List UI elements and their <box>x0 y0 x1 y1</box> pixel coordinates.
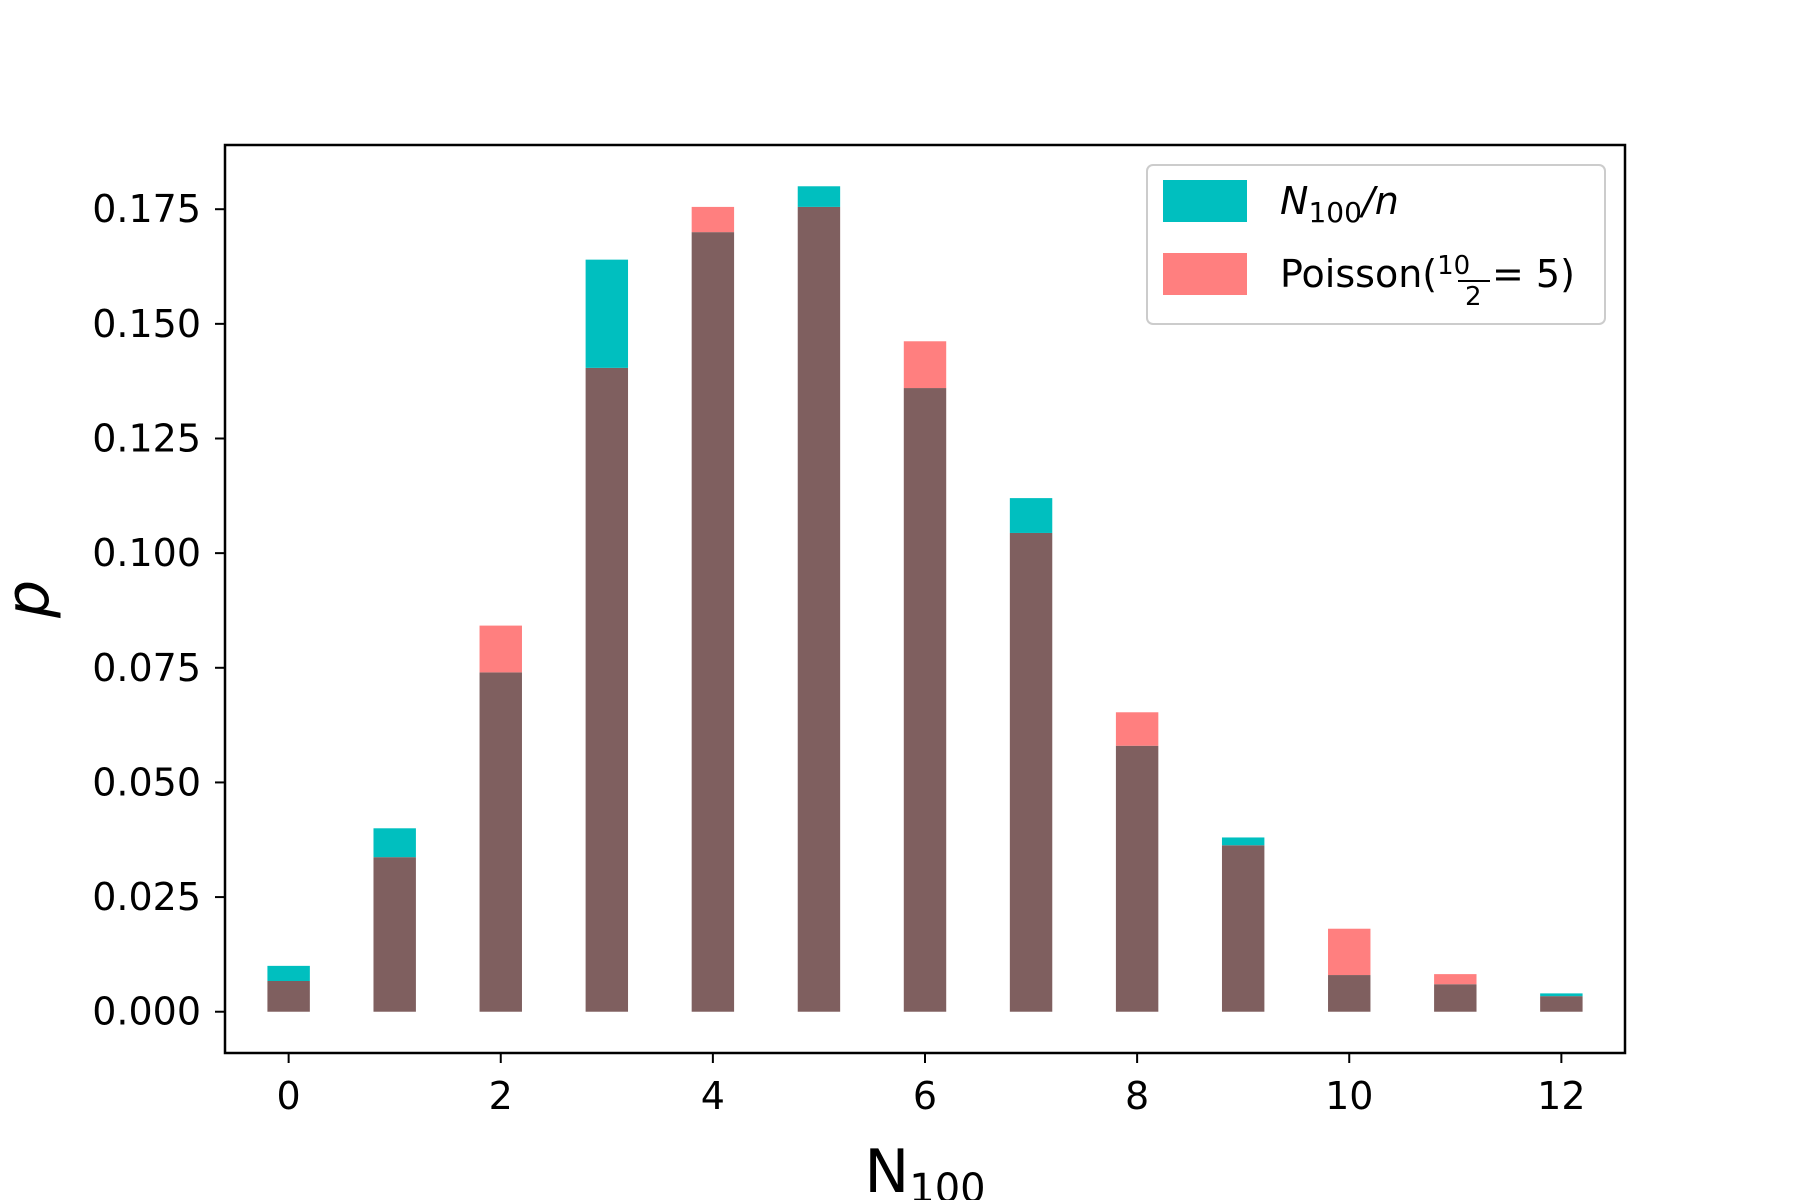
bar-empirical-excess <box>267 965 310 982</box>
bar-overlap <box>1009 532 1053 1012</box>
y-axis-label: p <box>0 580 63 619</box>
y-tick-label: 0.150 <box>92 302 201 346</box>
x-tick-label: 12 <box>1537 1074 1585 1118</box>
x-axis-label: N100 <box>864 1137 985 1200</box>
bar-empirical-excess <box>1540 993 1583 997</box>
bar-poisson-excess <box>1434 974 1477 985</box>
bar-poisson-excess <box>1328 928 1371 976</box>
x-tick-label: 6 <box>913 1074 937 1118</box>
bar-overlap <box>691 232 735 1012</box>
bar-overlap <box>1540 996 1583 1012</box>
y-tick-label: 0.100 <box>92 531 201 575</box>
legend-swatch-empirical <box>1163 180 1247 222</box>
bar-overlap <box>373 857 416 1012</box>
legend-swatch-poisson <box>1163 253 1247 295</box>
bar-empirical-excess <box>797 186 841 207</box>
y-tick-label: 0.050 <box>92 760 201 804</box>
bar-overlap <box>267 981 310 1012</box>
y-tick-label: 0.000 <box>92 990 201 1034</box>
x-tick-label: 0 <box>277 1074 301 1118</box>
bar-overlap <box>1115 745 1159 1012</box>
y-tick-label: 0.125 <box>92 416 201 460</box>
bar-poisson-excess <box>691 206 735 233</box>
y-ticks-group: 0.000 0.025 0.050 0.075 0.100 0.125 0.150 0.175 <box>92 187 225 1034</box>
bars-group <box>267 186 1583 1012</box>
bar-overlap <box>1434 984 1477 1012</box>
bar-overlap <box>797 206 841 1012</box>
legend-label-poisson-suffix: = 5) <box>1492 252 1575 296</box>
bar-empirical-excess <box>1221 837 1265 846</box>
bar-empirical-excess <box>585 259 629 368</box>
legend: N100/n Poisson(10 2 = 5) <box>1146 164 1606 325</box>
bar-overlap <box>1221 845 1265 1012</box>
bar-poisson-excess <box>1115 712 1159 746</box>
x-tick-label: 10 <box>1325 1074 1373 1118</box>
y-tick-label: 0.175 <box>92 187 201 231</box>
legend-label-poisson: Poisson(10 <box>1280 251 1470 296</box>
bar-poisson-excess <box>903 341 947 389</box>
x-ticks-group: 0 2 4 6 8 10 12 <box>277 1053 1586 1118</box>
x-tick-label: 8 <box>1125 1074 1149 1118</box>
bar-overlap <box>1328 975 1371 1012</box>
bar-overlap <box>585 367 629 1012</box>
bar-overlap <box>903 388 947 1012</box>
y-tick-label: 0.075 <box>92 646 201 690</box>
legend-label-empirical: N100/n <box>1280 179 1399 229</box>
legend-box <box>1146 164 1606 325</box>
x-tick-label: 2 <box>489 1074 513 1118</box>
bar-poisson-excess <box>479 625 522 673</box>
bar-overlap <box>479 672 522 1012</box>
bar-empirical-excess <box>1009 498 1053 533</box>
y-tick-label: 0.025 <box>92 875 201 919</box>
x-tick-label: 4 <box>701 1074 725 1118</box>
legend-fraction-denominator: 2 <box>1465 282 1482 312</box>
bar-empirical-excess <box>373 828 416 858</box>
